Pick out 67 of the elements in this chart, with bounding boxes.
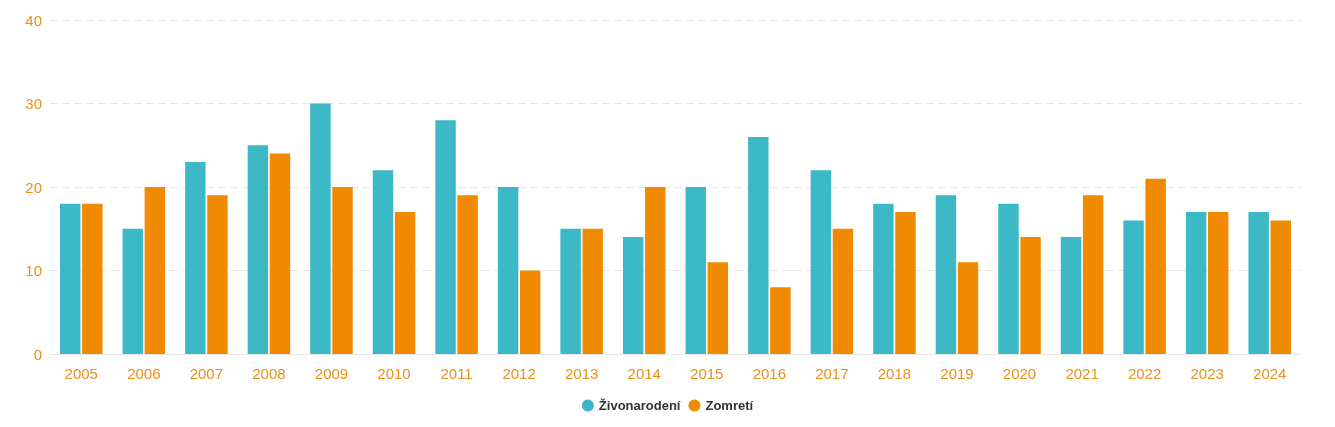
- bar: [873, 203, 894, 354]
- bar: [1207, 212, 1229, 354]
- y-tick-label: 30: [25, 95, 42, 112]
- bar: [60, 203, 81, 354]
- bar: [935, 195, 957, 354]
- bar: [247, 145, 269, 354]
- x-tick-label: 2005: [64, 365, 98, 382]
- bar: [560, 228, 581, 354]
- bar: [1185, 212, 1207, 354]
- bar: [748, 136, 769, 354]
- bar: [1082, 195, 1104, 354]
- x-tick-label: 2015: [690, 365, 724, 382]
- bar: [372, 170, 394, 354]
- bar: [707, 262, 729, 354]
- x-tick-label: 2022: [1127, 365, 1162, 382]
- legend-label: Živonarodení: [598, 398, 681, 413]
- x-tick-label: 2007: [189, 365, 224, 382]
- x-tick-label: 2014: [627, 365, 661, 382]
- bar: [457, 195, 478, 354]
- bar: [310, 103, 331, 354]
- x-tick-label: 2018: [877, 365, 912, 382]
- x-tick-label: 2019: [940, 365, 974, 382]
- x-tick-label: 2020: [1002, 365, 1037, 382]
- y-tick-label: 0: [33, 345, 42, 363]
- x-tick-label: 2021: [1065, 365, 1099, 382]
- bar: [207, 195, 228, 354]
- y-tick-label: 40: [25, 11, 42, 29]
- bar: [519, 270, 541, 354]
- bar: [497, 187, 519, 354]
- x-tick-label: 2011: [440, 365, 473, 382]
- bar: [895, 212, 916, 354]
- x-tick-label: 2016: [752, 365, 787, 382]
- bar: [394, 212, 416, 354]
- x-tick-label: 2017: [815, 365, 849, 382]
- x-tick-label: 2008: [252, 365, 286, 382]
- bar: [435, 120, 456, 354]
- legend-label: Zomretí: [705, 398, 754, 413]
- x-tick-label: 2009: [314, 365, 349, 382]
- bar: [332, 187, 353, 354]
- y-tick-label: 20: [25, 178, 42, 196]
- x-tick-label: 2006: [127, 365, 161, 382]
- x-tick-label: 2024: [1253, 365, 1287, 382]
- bar: [1123, 220, 1144, 354]
- bar: [1248, 212, 1269, 354]
- y-tick-label: 10: [25, 262, 42, 279]
- x-tick-label: 2023: [1190, 365, 1224, 382]
- bar: [185, 161, 206, 354]
- bar: [810, 170, 832, 354]
- bar: [645, 187, 666, 354]
- bar: [832, 228, 854, 354]
- x-tick-label: 2010: [377, 365, 411, 382]
- bar: [122, 228, 144, 354]
- bar: [144, 187, 166, 354]
- bar: [1270, 220, 1291, 354]
- bar: [998, 203, 1019, 354]
- bar: [582, 228, 603, 354]
- bar: [1020, 237, 1041, 354]
- bar: [622, 237, 644, 354]
- x-tick-label: 2012: [502, 365, 536, 382]
- bar: [82, 203, 103, 354]
- bar: [957, 262, 979, 354]
- bar: [269, 153, 291, 354]
- bar: [770, 287, 791, 354]
- x-tick-label: 2013: [564, 365, 599, 382]
- bar: [685, 187, 706, 354]
- bar: [1060, 237, 1082, 354]
- bar: [1145, 178, 1166, 354]
